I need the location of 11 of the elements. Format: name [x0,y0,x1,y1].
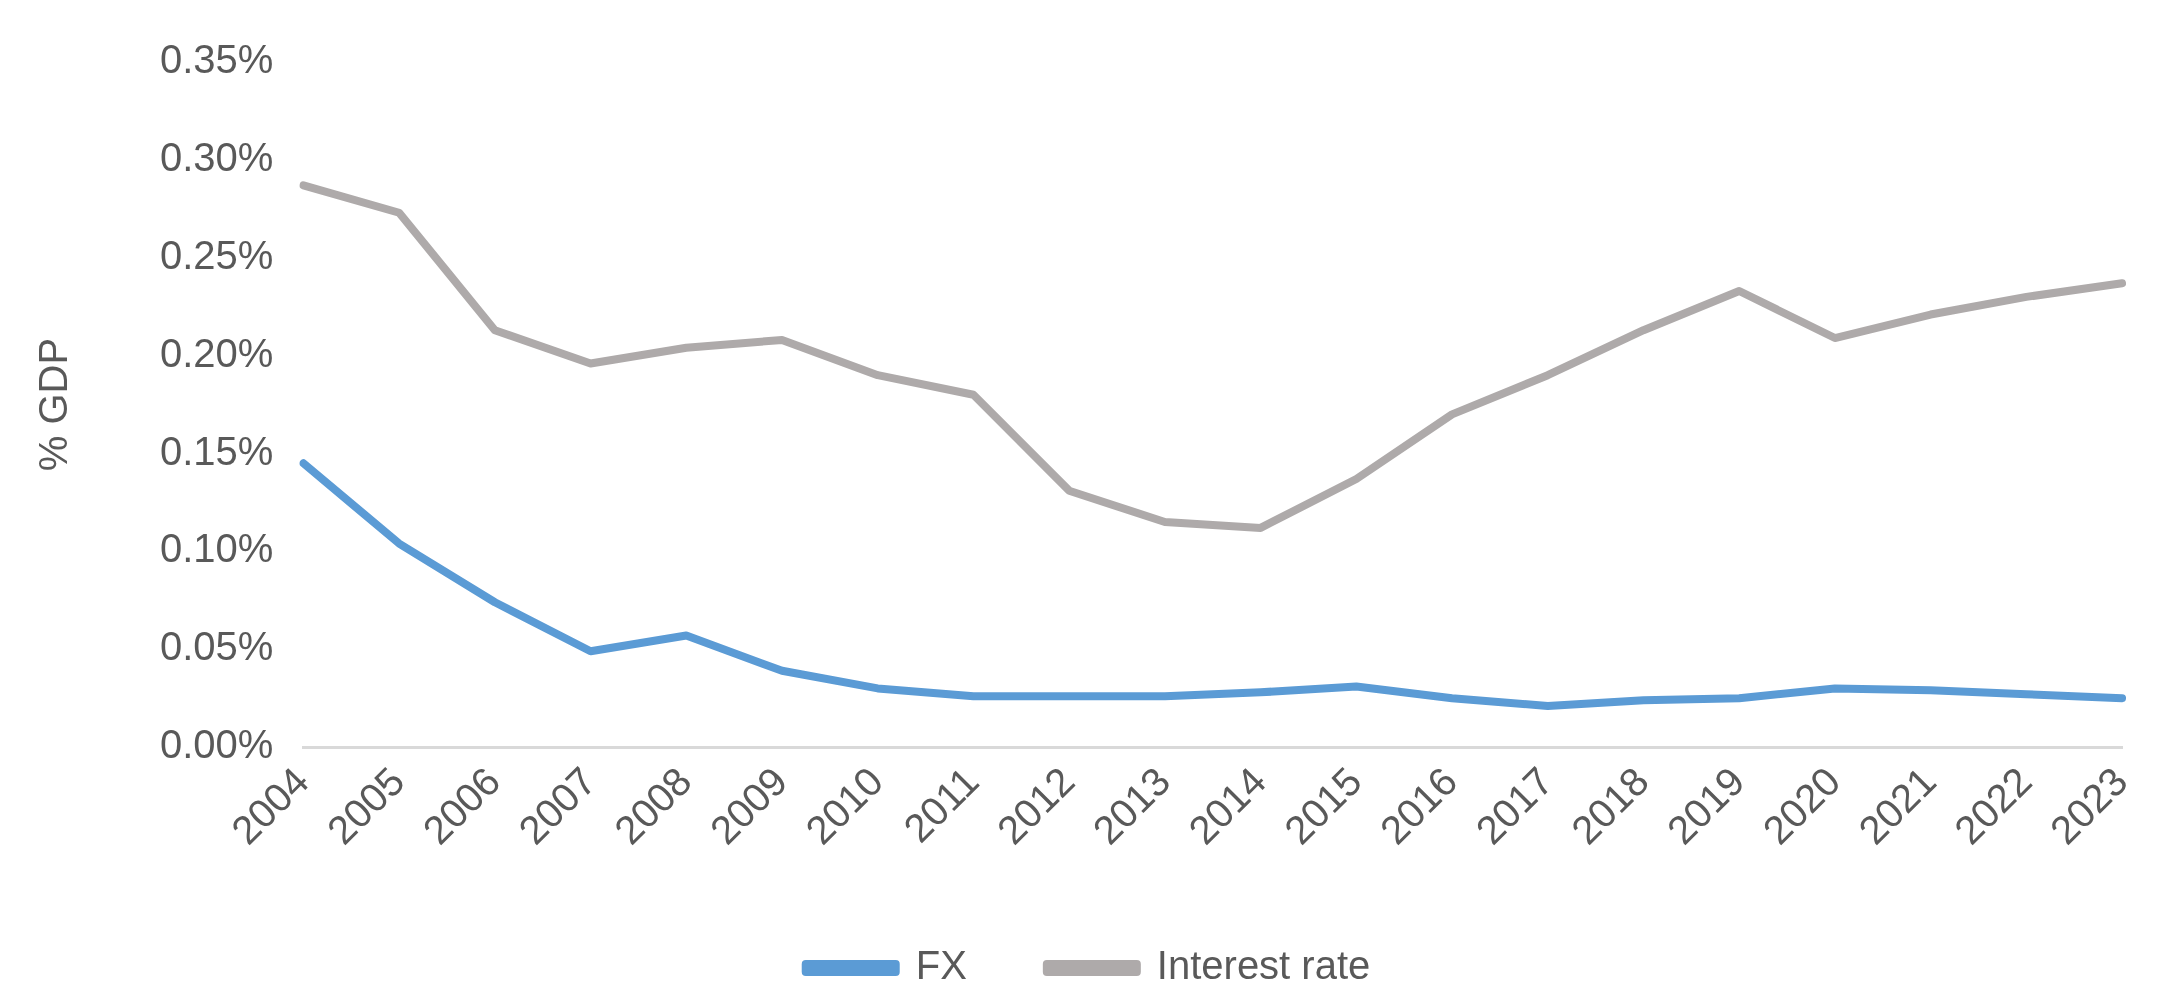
y-tick-label: 0.00% [160,722,274,767]
y-tick-label: 0.15% [160,428,274,473]
y-tick-label: 0.25% [160,232,274,277]
y-axis-title: % GDP [31,337,76,472]
legend-label: FX [915,943,967,988]
y-tick-label: 0.05% [160,624,274,669]
legend-label: Interest rate [1156,943,1371,988]
y-tick-label: 0.35% [160,37,274,82]
y-tick-label: 0.20% [160,330,274,375]
y-tick-label: 0.10% [160,526,274,571]
y-tick-label: 0.30% [160,134,274,179]
